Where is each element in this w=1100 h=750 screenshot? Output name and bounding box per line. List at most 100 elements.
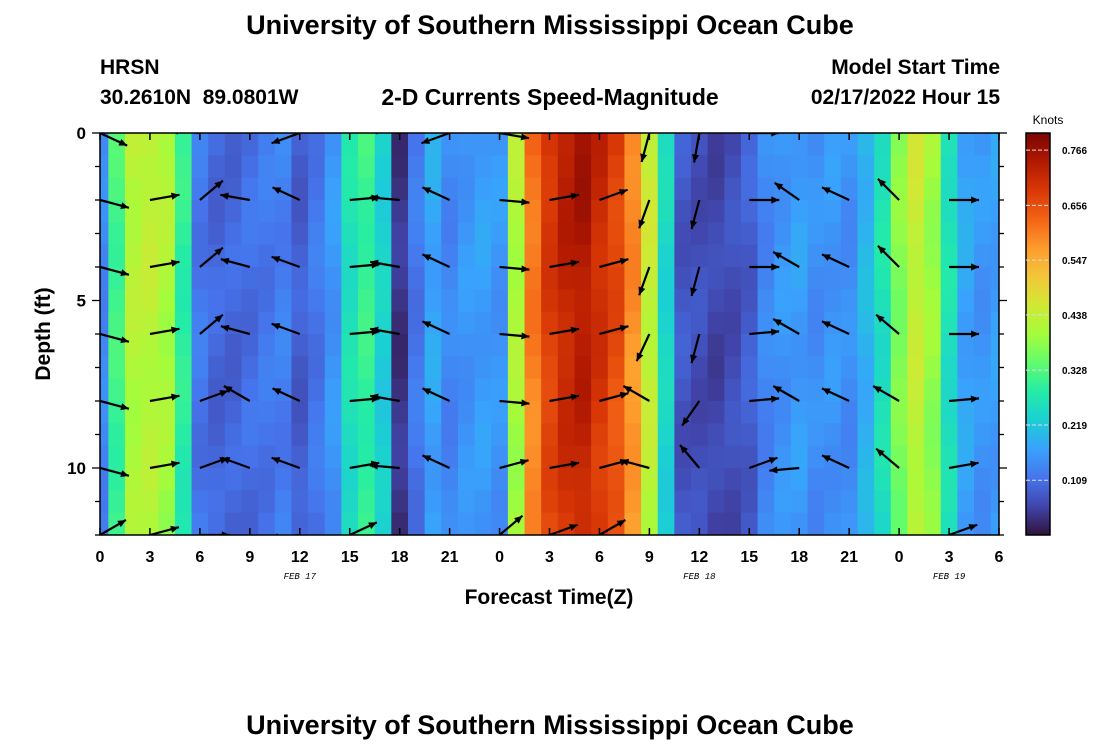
heatmap-cell [158, 155, 176, 179]
heatmap-cell [790, 311, 809, 335]
heatmap-cell [541, 490, 559, 514]
heatmap-cell [907, 222, 925, 246]
heatmap-cell [774, 401, 792, 424]
heatmap-cell [358, 222, 376, 246]
y-tick-label: 10 [67, 459, 86, 478]
heatmap-cell [441, 289, 459, 313]
x-tick-label: 0 [495, 549, 504, 566]
arrow-shaft [897, 133, 900, 134]
arrow-head [422, 254, 432, 261]
heatmap-cell [407, 177, 426, 201]
heatmap-cell [358, 200, 376, 223]
heatmap-cell [141, 267, 159, 290]
current-arrow [369, 326, 400, 336]
heatmap-cell [624, 244, 642, 268]
heatmap-cell [840, 200, 859, 223]
heatmap-cell [507, 468, 526, 491]
arrow-head [821, 254, 831, 261]
x-tick-label: 9 [645, 549, 654, 566]
heatmap-cell [890, 334, 909, 357]
heatmap-cell [100, 289, 109, 313]
heatmap-cell [641, 311, 659, 335]
heatmap-cell [124, 401, 143, 424]
heatmap-cell [574, 289, 592, 313]
heatmap-cell [641, 289, 659, 313]
arrow-head [638, 219, 646, 229]
heatmap-cell [491, 334, 509, 357]
arrow-shaft [243, 133, 250, 135]
heatmap-cell [308, 222, 326, 246]
heatmap-cell [641, 378, 659, 402]
heatmap-cell [341, 423, 359, 447]
heatmap-cell [507, 267, 526, 290]
heatmap-cell [574, 334, 592, 357]
heatmap-cell [407, 244, 426, 268]
heatmap-cell [391, 512, 409, 535]
heatmap-cell [990, 334, 999, 357]
heatmap-cell [158, 244, 176, 268]
heatmap-cell [940, 468, 958, 491]
heatmap-cell [957, 356, 975, 380]
current-arrow [499, 399, 530, 407]
current-arrow [772, 385, 800, 402]
heatmap-cell [308, 468, 326, 491]
arrow-head [120, 202, 129, 210]
heatmap-cell [657, 401, 675, 424]
heatmap-cell [341, 512, 359, 535]
arrow-head [968, 524, 978, 531]
current-arrow [877, 245, 900, 268]
heatmap-cell [974, 177, 992, 201]
heatmap-cell [974, 512, 992, 535]
heatmap-cell [574, 267, 592, 290]
arrow-head [822, 120, 831, 127]
arrow-head [971, 196, 980, 204]
heatmap-cell [358, 155, 376, 179]
current-arrow [598, 519, 626, 535]
heatmap-cell [324, 222, 342, 246]
heatmap-cell [474, 244, 492, 268]
heatmap-cell [124, 267, 143, 290]
heatmap-cell [757, 378, 775, 402]
x-tick-label: 21 [441, 549, 459, 566]
current-arrow [271, 456, 301, 470]
current-arrow [221, 456, 251, 470]
heatmap-cell [707, 311, 725, 335]
axes: 0 3 6 9 12 15 18 21 0 3 6 9 12 15 18 21 0 3 6 FEB 17 FEB 18 F… [67, 124, 1007, 582]
current-arrow [369, 259, 400, 269]
heatmap-cell [807, 334, 825, 357]
heatmap-cell [491, 445, 509, 469]
heatmap-cell [824, 267, 842, 290]
heatmap-cell [100, 200, 109, 223]
arrow-head [120, 336, 129, 344]
x-tick-label: 12 [690, 549, 708, 566]
arrow-head [214, 180, 223, 189]
heatmap-cell [308, 311, 326, 335]
arrow-head [520, 133, 530, 141]
heatmap-cell [840, 423, 859, 447]
current-arrow [421, 186, 451, 201]
heatmap-cell [641, 423, 659, 447]
current-arrow [821, 320, 850, 335]
heatmap-cell [591, 200, 609, 223]
heatmap-cell [624, 468, 642, 491]
heatmap-cell [258, 423, 276, 447]
heatmap-cell [990, 155, 999, 179]
heatmap-cell [757, 512, 775, 535]
heatmap-cell [807, 490, 825, 514]
heatmap-cell [308, 133, 326, 156]
heatmap-cell [124, 133, 143, 156]
heatmap-cell [374, 423, 392, 447]
heatmap-cell [258, 200, 276, 223]
heatmap-cell [907, 356, 925, 380]
heatmap-cell [691, 445, 709, 469]
heatmap-cell [541, 289, 559, 313]
heatmap-cell [291, 468, 309, 491]
arrow-head [768, 457, 778, 464]
heatmap-cell [224, 200, 243, 223]
heatmap-cell [974, 356, 992, 380]
heatmap-cell [291, 423, 309, 447]
heatmap-cell [824, 222, 842, 246]
heatmap-cell [241, 423, 259, 447]
heatmap-cell [441, 356, 459, 380]
heatmap-cell [724, 378, 742, 402]
